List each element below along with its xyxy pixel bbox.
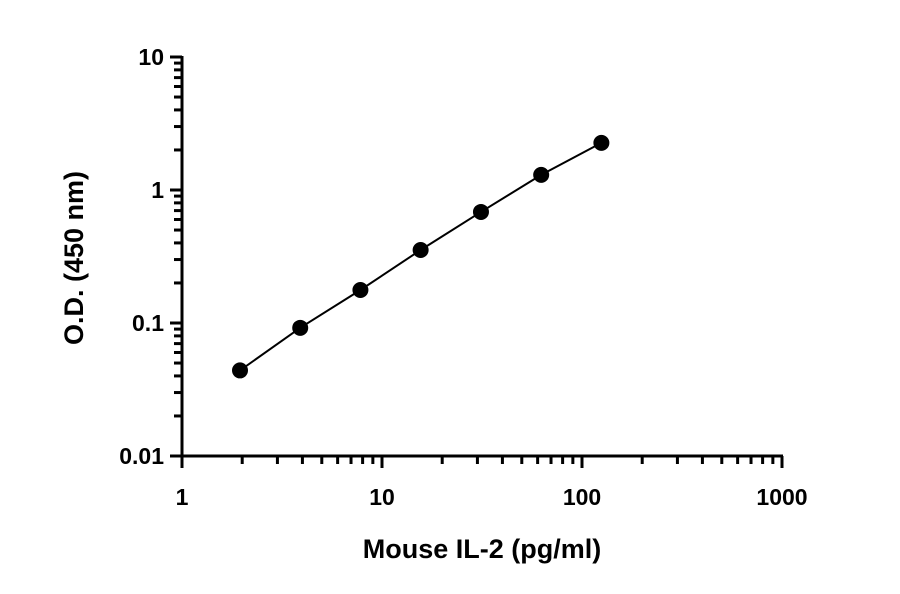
data-point — [292, 319, 309, 336]
data-point — [472, 203, 489, 220]
data-point — [232, 362, 249, 379]
data-point — [533, 166, 550, 183]
data-point — [412, 241, 429, 258]
x-tick-label-10: 10 — [369, 484, 395, 510]
y-tick-label-0.1: 0.1 — [132, 310, 164, 336]
x-axis-title: Mouse IL-2 (pg/ml) — [363, 534, 602, 564]
x-tick-label-1000: 1000 — [756, 484, 807, 510]
y-axis-title: O.D. (450 nm) — [59, 171, 89, 345]
y-tick-label-1: 1 — [151, 177, 164, 203]
data-point — [352, 282, 369, 299]
y-tick-label-0.01: 0.01 — [119, 443, 164, 469]
data-point — [593, 134, 610, 151]
plot-area — [232, 134, 610, 379]
y-axis — [170, 55, 184, 468]
y-tick-label-10: 10 — [138, 44, 164, 70]
x-tick-label-100: 100 — [563, 484, 601, 510]
x-tick-label-1: 1 — [176, 484, 189, 510]
x-axis — [170, 454, 784, 468]
